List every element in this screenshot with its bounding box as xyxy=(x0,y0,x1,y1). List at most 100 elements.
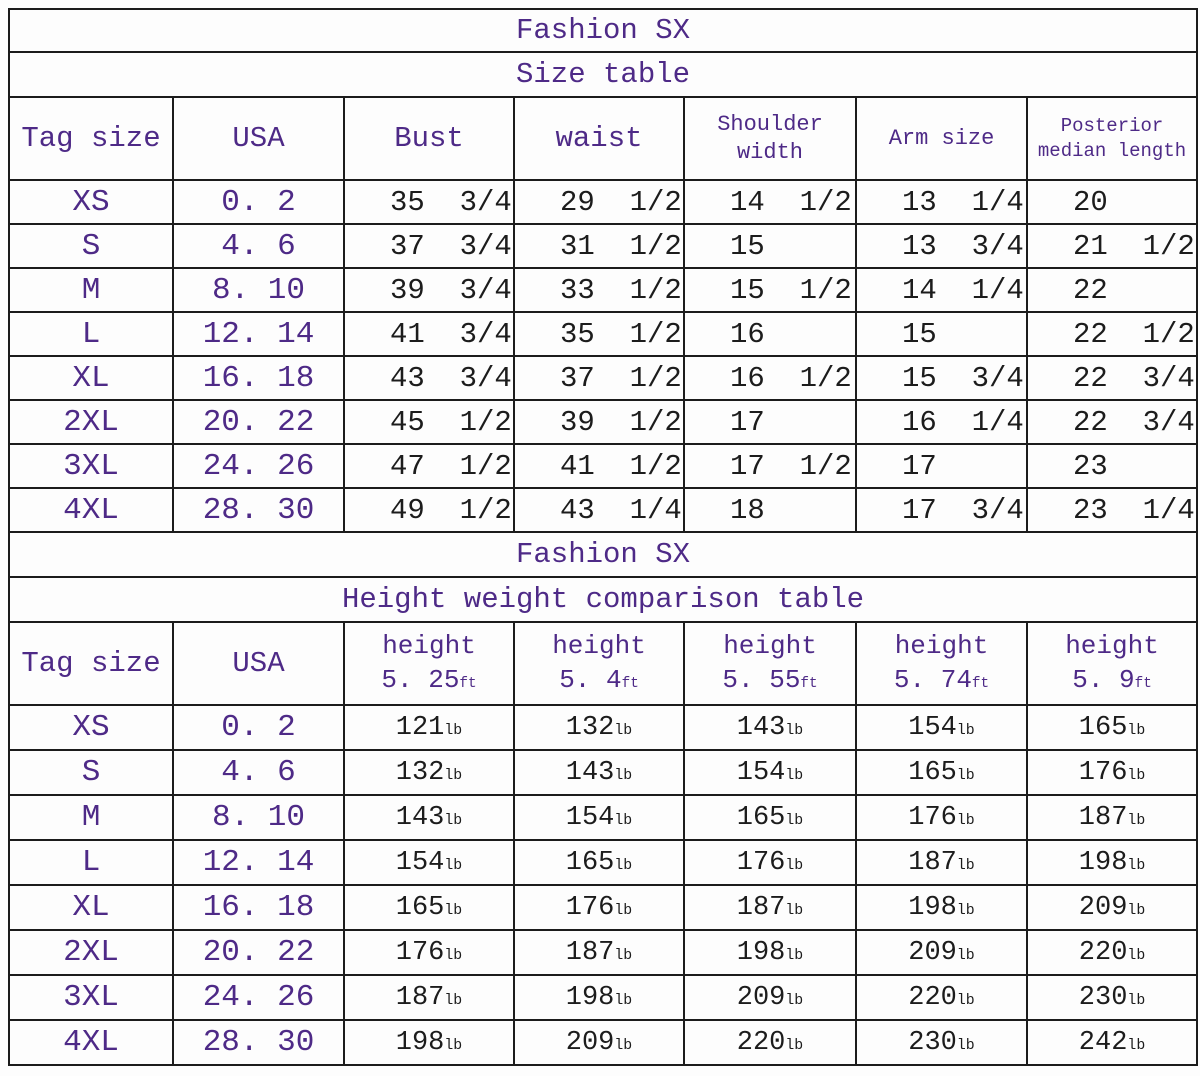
size-table-title: Size table xyxy=(7,51,1199,98)
height-label: height xyxy=(382,630,476,661)
bust-cell: 35 3/4 xyxy=(343,179,515,225)
weight-value: 154 xyxy=(736,757,786,788)
height-unit: ft xyxy=(800,675,818,692)
weight-unit: lb xyxy=(614,992,633,1009)
col-header-height-525: height 5. 25ft xyxy=(343,621,515,706)
weight-value: 187 xyxy=(736,892,786,923)
weight-cell: 198lb xyxy=(683,929,857,976)
weight-cell: 187lb xyxy=(683,884,857,931)
weight-value: 209 xyxy=(908,937,957,968)
bust-cell: 39 3/4 xyxy=(343,267,515,313)
weight-value: 132 xyxy=(565,712,615,743)
weight-unit: lb xyxy=(956,1037,975,1054)
weight-cell: 209lb xyxy=(855,929,1028,976)
weight-cell: 176lb xyxy=(855,794,1028,841)
waist-cell: 43 1/4 xyxy=(513,487,685,533)
weight-cell: 176lb xyxy=(1025,749,1199,796)
weight-unit: lb xyxy=(785,812,804,829)
waist-cell: 31 1/2 xyxy=(513,223,685,269)
weight-unit: lb xyxy=(1127,767,1146,784)
weight-cell: 230lb xyxy=(855,1019,1028,1066)
height-weight-title: Height weight comparison table xyxy=(7,576,1199,623)
height-value-line: 5. 4ft xyxy=(516,664,682,698)
weight-unit: lb xyxy=(444,1037,463,1054)
weight-cell: 242lb xyxy=(1025,1019,1199,1066)
weight-unit: lb xyxy=(1127,857,1146,874)
weight-cell: 230lb xyxy=(1025,974,1199,1021)
tag-size-cell: XS xyxy=(8,704,174,751)
bust-cell: 49 1/2 xyxy=(343,487,515,533)
tag-size-cell: M xyxy=(8,267,174,313)
weight-value: 121 xyxy=(395,712,445,743)
height-value-line: 5. 55ft xyxy=(686,664,854,698)
col-header-height-54: height 5. 4ft xyxy=(513,621,685,706)
size-row-xl: XL 16. 18 43 3/4 37 1/2 16 1/2 15 3/4 22… xyxy=(8,355,1199,401)
weight-value: 176 xyxy=(565,892,615,923)
weight-unit: lb xyxy=(956,947,975,964)
arm-size-cell: 15 xyxy=(855,311,1028,357)
weight-cell: 198lb xyxy=(343,1019,515,1066)
size-row-m: M 8. 10 39 3/4 33 1/2 15 1/2 14 1/4 22 xyxy=(8,267,1199,313)
posterior-length-cell: 23 xyxy=(1025,443,1199,489)
weight-cell: 187lb xyxy=(1025,794,1199,841)
tag-size-cell: S xyxy=(8,749,174,796)
weight-value: 230 xyxy=(1078,982,1128,1013)
usa-cell: 24. 26 xyxy=(172,443,345,489)
weight-value: 220 xyxy=(1078,937,1128,968)
usa-cell: 8. 10 xyxy=(172,267,345,313)
weight-unit: lb xyxy=(444,992,463,1009)
weight-value: 176 xyxy=(395,937,445,968)
weight-unit: lb xyxy=(444,722,463,739)
weight-row-2xl: 2XL 20. 22 176lb 187lb 198lb 209lb 220lb xyxy=(8,929,1199,976)
usa-cell: 24. 26 xyxy=(172,974,345,1021)
weight-cell: 220lb xyxy=(1025,929,1199,976)
weight-row-xl: XL 16. 18 165lb 176lb 187lb 198lb 209lb xyxy=(8,884,1199,931)
weight-unit: lb xyxy=(614,812,633,829)
weight-unit: lb xyxy=(1127,947,1146,964)
shoulder-width-cell: 17 xyxy=(683,399,857,445)
weight-unit: lb xyxy=(614,902,633,919)
weight-value: 220 xyxy=(736,1027,786,1058)
usa-cell: 12. 14 xyxy=(172,839,345,886)
weight-unit: lb xyxy=(1127,722,1146,739)
shoulder-width-cell: 16 xyxy=(683,311,857,357)
weight-value: 143 xyxy=(565,757,615,788)
waist-cell: 39 1/2 xyxy=(513,399,685,445)
weight-value: 198 xyxy=(565,982,615,1013)
weight-unit: lb xyxy=(956,902,975,919)
weight-unit: lb xyxy=(956,992,975,1009)
col-header-usa: USA xyxy=(172,96,345,181)
weight-unit: lb xyxy=(785,992,804,1009)
col-header-posterior-median-length: Posterior median length xyxy=(1025,96,1199,181)
tag-size-cell: 4XL xyxy=(8,487,174,533)
height-value: 5. 55 xyxy=(722,664,801,695)
posterior-length-cell: 22 3/4 xyxy=(1025,399,1199,445)
height-value: 5. 25 xyxy=(381,664,460,695)
weight-value: 187 xyxy=(1078,802,1128,833)
usa-cell: 0. 2 xyxy=(172,704,345,751)
weight-value: 209 xyxy=(736,982,786,1013)
arm-size-cell: 13 3/4 xyxy=(855,223,1028,269)
posterior-length-cell: 22 3/4 xyxy=(1025,355,1199,401)
col-header-arm-size: Arm size xyxy=(855,96,1028,181)
weight-unit: lb xyxy=(1127,902,1146,919)
weight-cell: 143lb xyxy=(513,749,685,796)
col-header-height-574: height 5. 74ft xyxy=(855,621,1028,706)
size-row-2xl: 2XL 20. 22 45 1/2 39 1/2 17 16 1/4 22 3/… xyxy=(8,399,1199,445)
height-label: height xyxy=(1065,630,1159,661)
tag-size-cell: XS xyxy=(8,179,174,225)
tag-size-cell: 4XL xyxy=(8,1019,174,1066)
arm-size-cell: 15 3/4 xyxy=(855,355,1028,401)
tag-size-cell: XL xyxy=(8,355,174,401)
tag-size-cell: 3XL xyxy=(8,974,174,1021)
weight-unit: lb xyxy=(444,902,463,919)
waist-cell: 37 1/2 xyxy=(513,355,685,401)
tag-size-cell: 2XL xyxy=(8,929,174,976)
weight-value: 165 xyxy=(1078,712,1128,743)
brand-title: Fashion SX xyxy=(7,8,1199,53)
shoulder-width-cell: 18 xyxy=(683,487,857,533)
shoulder-width-cell: 15 xyxy=(683,223,857,269)
tag-size-cell: L xyxy=(8,839,174,886)
weight-cell: 176lb xyxy=(513,884,685,931)
weight-unit: lb xyxy=(785,722,804,739)
